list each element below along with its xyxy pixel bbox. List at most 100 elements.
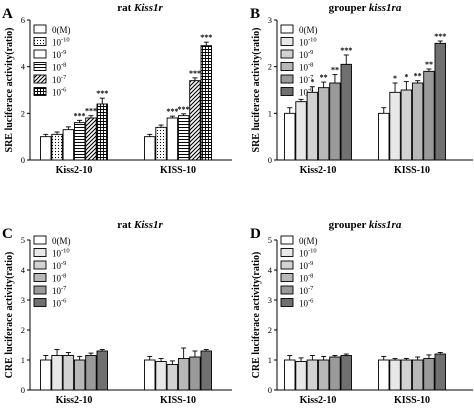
legend-swatch xyxy=(33,235,47,245)
significance-label: *** xyxy=(166,107,178,116)
y-tick-label: 4 xyxy=(21,62,26,72)
legend-label: 10-6 xyxy=(52,298,67,309)
bar xyxy=(73,359,86,391)
legend-label: 0(M) xyxy=(52,25,71,35)
legend-label: 10-7 xyxy=(52,285,67,296)
bar xyxy=(317,87,330,161)
significance-label: * xyxy=(310,78,314,87)
y-tick-label: 0 xyxy=(21,155,25,165)
significance-label: ** xyxy=(425,60,433,69)
legend-swatch xyxy=(280,24,294,34)
x-category-label: KISS-10 xyxy=(394,395,430,406)
y-tick-label: 4 xyxy=(268,265,273,275)
legend-swatch xyxy=(33,260,47,270)
panel-title-gene: kiss1ra xyxy=(369,219,402,231)
significance-label: *** xyxy=(189,69,201,78)
legend-label: 10-7 xyxy=(299,74,314,85)
significance-label: *** xyxy=(74,111,86,120)
bar xyxy=(389,359,401,391)
legend-label: 10-9 xyxy=(299,49,313,60)
bar xyxy=(306,91,319,161)
legend-swatch xyxy=(33,49,47,59)
bar xyxy=(40,359,52,391)
legend-swatch xyxy=(33,285,47,295)
panel-letter: A xyxy=(2,6,13,22)
panel-letter: D xyxy=(250,226,261,242)
panel-title: grouper kiss1ra xyxy=(329,219,402,231)
panel-title-prefix: rat xyxy=(117,219,134,231)
legend-swatch xyxy=(280,37,294,46)
panel-title-prefix: rat xyxy=(117,2,134,14)
legend-swatch xyxy=(33,37,47,46)
legend-label: 10-10 xyxy=(52,248,70,259)
bar xyxy=(284,359,296,391)
legend-label: 0(M) xyxy=(299,25,318,35)
y-tick-label: 1 xyxy=(268,108,272,118)
bar xyxy=(329,356,341,391)
panel-title-prefix: grouper xyxy=(329,219,369,231)
significance-label: ** xyxy=(320,73,328,82)
significance-label: *** xyxy=(96,89,108,98)
y-axis-label: CRE luciferace activity(ratio) xyxy=(4,252,15,379)
legend-swatch xyxy=(280,74,294,84)
bar xyxy=(189,356,201,391)
y-tick-label: 3 xyxy=(21,295,25,305)
legend-swatch xyxy=(33,273,47,282)
bar xyxy=(340,63,352,161)
legend-swatch xyxy=(280,235,294,245)
legend-label: 10-8 xyxy=(52,62,66,73)
legend-swatch xyxy=(280,248,294,257)
panel-title: rat Kiss1r xyxy=(117,2,163,14)
significance-label: *** xyxy=(178,105,190,114)
y-tick-label: 1 xyxy=(268,355,272,365)
significance-label: * xyxy=(404,73,408,82)
bar xyxy=(434,353,446,391)
y-tick-label: 5 xyxy=(21,235,25,245)
y-tick-label: 1 xyxy=(21,355,25,365)
bar xyxy=(295,361,307,391)
y-tick-label: 2 xyxy=(268,62,272,72)
significance-label: ** xyxy=(331,66,339,75)
significance-label: ** xyxy=(414,72,422,81)
significance-label: *** xyxy=(200,33,212,42)
bar xyxy=(378,112,390,161)
y-axis-label: SRE luciferace activity(ratio) xyxy=(251,28,262,153)
panel-title-gene: kiss1ra xyxy=(369,2,402,14)
bar xyxy=(177,358,190,391)
bar xyxy=(200,350,212,391)
y-tick-label: 6 xyxy=(21,15,25,25)
x-category-label: KISS-10 xyxy=(394,165,430,176)
legend-swatch xyxy=(280,273,294,282)
legend-swatch xyxy=(33,87,47,96)
bar xyxy=(85,117,97,161)
y-axis-label: CRE luciferace activity(ratio) xyxy=(251,252,262,379)
panel-title-prefix: grouper xyxy=(329,2,369,14)
legend-swatch xyxy=(33,74,47,84)
bar xyxy=(40,136,52,161)
bar xyxy=(423,358,435,391)
panel-letter: C xyxy=(2,226,13,242)
y-tick-label: 2 xyxy=(21,108,25,118)
legend-swatch xyxy=(280,49,294,59)
bar xyxy=(177,115,190,161)
significance-label: *** xyxy=(85,107,97,116)
legend-label: 0(M) xyxy=(52,236,71,246)
y-tick-label: 2 xyxy=(268,325,272,335)
bar xyxy=(200,45,212,161)
bar xyxy=(155,126,167,161)
bar xyxy=(144,136,156,161)
panel-title-gene: Kiss1r xyxy=(133,2,163,14)
legend-label: 10-7 xyxy=(52,74,67,85)
bar xyxy=(389,91,401,161)
legend-label: 10-8 xyxy=(52,273,66,284)
legend-label: 10-8 xyxy=(299,273,313,284)
bar xyxy=(51,355,63,391)
bar xyxy=(144,359,156,391)
bar xyxy=(423,70,435,161)
bar xyxy=(73,122,86,161)
x-category-label: Kiss2-10 xyxy=(300,395,337,406)
y-tick-label: 5 xyxy=(268,235,272,245)
